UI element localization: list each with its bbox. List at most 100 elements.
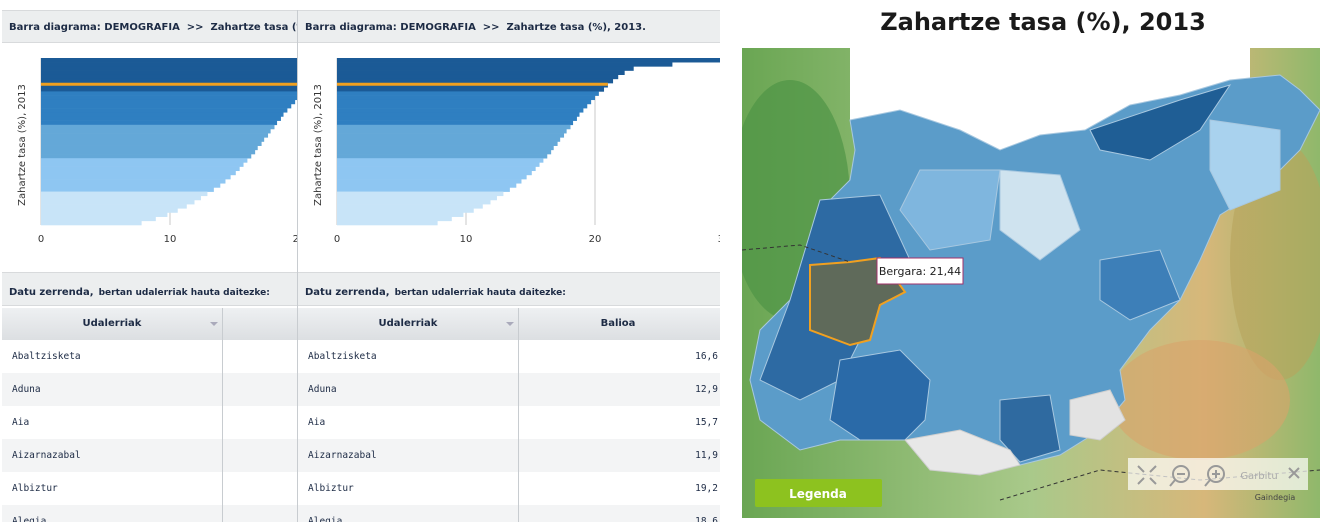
panel-header: Barra diagrama: DEMOGRAFIA >> Zahartze t… — [2, 10, 297, 43]
map-credit: Gaindegia — [1255, 493, 1296, 502]
value: 16,6 — [695, 351, 718, 362]
column-header[interactable]: Udalerriak — [378, 318, 438, 329]
value: 12,9 — [695, 384, 718, 395]
bar — [337, 99, 592, 105]
value: 15,7 — [695, 417, 718, 428]
bar — [41, 208, 178, 213]
table-row[interactable]: Aduna 12,9 — [2, 373, 297, 406]
bar — [337, 62, 673, 67]
municipality: Aia — [308, 417, 326, 428]
bar — [41, 87, 297, 92]
bar — [41, 74, 297, 80]
bar — [337, 128, 567, 134]
bar — [41, 103, 292, 109]
bar — [41, 166, 240, 172]
municipality: Aduna — [308, 384, 337, 395]
bar — [337, 208, 474, 213]
x-tick-label: 0 — [38, 234, 44, 245]
bar — [337, 158, 544, 163]
value: 19,2 — [222, 472, 297, 505]
x-tick-label: 0 — [334, 234, 340, 245]
bar — [337, 137, 561, 142]
bar — [41, 99, 296, 105]
table-row[interactable]: Aia 15,7 — [2, 406, 297, 439]
table-row[interactable]: Albiztur 19,2 — [298, 472, 720, 505]
bar — [337, 58, 720, 63]
table-row[interactable]: Alegia 18,6 — [2, 505, 297, 522]
bar — [337, 187, 510, 192]
list-header: Datu zerrenda, bertan udalerriak hauta d… — [2, 272, 297, 306]
bar — [337, 78, 614, 84]
bar — [337, 87, 605, 92]
municipality: Abaltzisketa — [308, 351, 377, 362]
bar — [41, 149, 256, 155]
bar — [337, 220, 438, 226]
bar — [337, 124, 571, 130]
bar — [337, 204, 483, 209]
legend-button[interactable]: Legenda — [789, 487, 847, 501]
bar — [337, 179, 522, 184]
table-row[interactable]: Abaltzisketa 16,6 — [2, 340, 297, 373]
bar — [41, 124, 275, 130]
bar — [41, 154, 252, 159]
bar — [41, 187, 214, 192]
chart-panel: Barra diagrama: DEMOGRAFIA >> Zahartze t… — [2, 10, 298, 522]
bar — [41, 112, 284, 117]
bar — [337, 91, 599, 96]
bar — [337, 66, 634, 71]
bar — [41, 216, 156, 222]
table-row[interactable]: Alegia 18,6 — [298, 505, 720, 522]
column-separator — [518, 308, 519, 522]
list-header: Datu zerrenda, bertan udalerriak hauta d… — [298, 272, 720, 306]
table-row[interactable]: Albiztur 19,2 — [2, 472, 297, 505]
bar — [41, 170, 236, 176]
municipality: Abaltzisketa — [12, 351, 81, 362]
bar — [337, 195, 497, 201]
bar — [337, 154, 548, 159]
bar — [41, 220, 142, 226]
table-row[interactable]: Abaltzisketa 16,6 — [298, 340, 720, 373]
value: 18,6 — [222, 505, 297, 522]
bar — [337, 149, 552, 155]
bar — [337, 162, 540, 167]
table-header: Udalerriak Balioa — [298, 308, 720, 341]
bar — [41, 116, 281, 121]
bar — [41, 128, 271, 134]
clear-button[interactable]: Garbitu — [1240, 471, 1277, 482]
table-header: Udalerriak Balioa — [2, 308, 297, 341]
column-header[interactable]: Balioa — [222, 308, 297, 340]
municipality: Aduna — [12, 384, 41, 395]
table-row[interactable]: Aizarnazabal 11,9 — [298, 439, 720, 472]
table-row[interactable]: Aia 15,7 — [298, 406, 720, 439]
value: 19,2 — [695, 483, 718, 494]
list-title: Datu zerrenda, — [9, 287, 94, 298]
municipality: Albiztur — [308, 483, 354, 494]
list-subtitle: bertan udalerriak hauta daitezke: — [98, 288, 270, 298]
bar — [41, 66, 297, 71]
x-tick-label: 10 — [164, 234, 177, 245]
map: Bergara: 21,44 Legenda Garbitu Gaindegia — [742, 48, 1320, 518]
bar — [41, 91, 297, 96]
bar — [337, 103, 588, 109]
table-row[interactable]: Aduna 12,9 — [298, 373, 720, 406]
column-header[interactable]: Udalerriak — [82, 318, 142, 329]
bar — [41, 133, 269, 138]
chart-panel: Barra diagrama: DEMOGRAFIA >> Zahartze t… — [298, 10, 720, 522]
table-row[interactable]: Aizarnazabal 11,9 — [2, 439, 297, 472]
x-tick-label: 10 — [460, 234, 473, 245]
column-separator — [222, 308, 223, 522]
sort-arrow — [506, 322, 514, 326]
list-title: Datu zerrenda, — [305, 287, 390, 298]
bar — [41, 108, 288, 113]
bar — [41, 141, 262, 146]
x-tick-label: 20 — [293, 234, 298, 245]
bar — [41, 212, 168, 217]
bar — [337, 141, 558, 146]
municipality: Aizarnazabal — [12, 450, 81, 461]
municipality: Alegia — [12, 516, 47, 522]
bar — [41, 191, 208, 197]
column-header[interactable]: Balioa — [600, 318, 636, 329]
municipality: Aizarnazabal — [308, 450, 377, 461]
